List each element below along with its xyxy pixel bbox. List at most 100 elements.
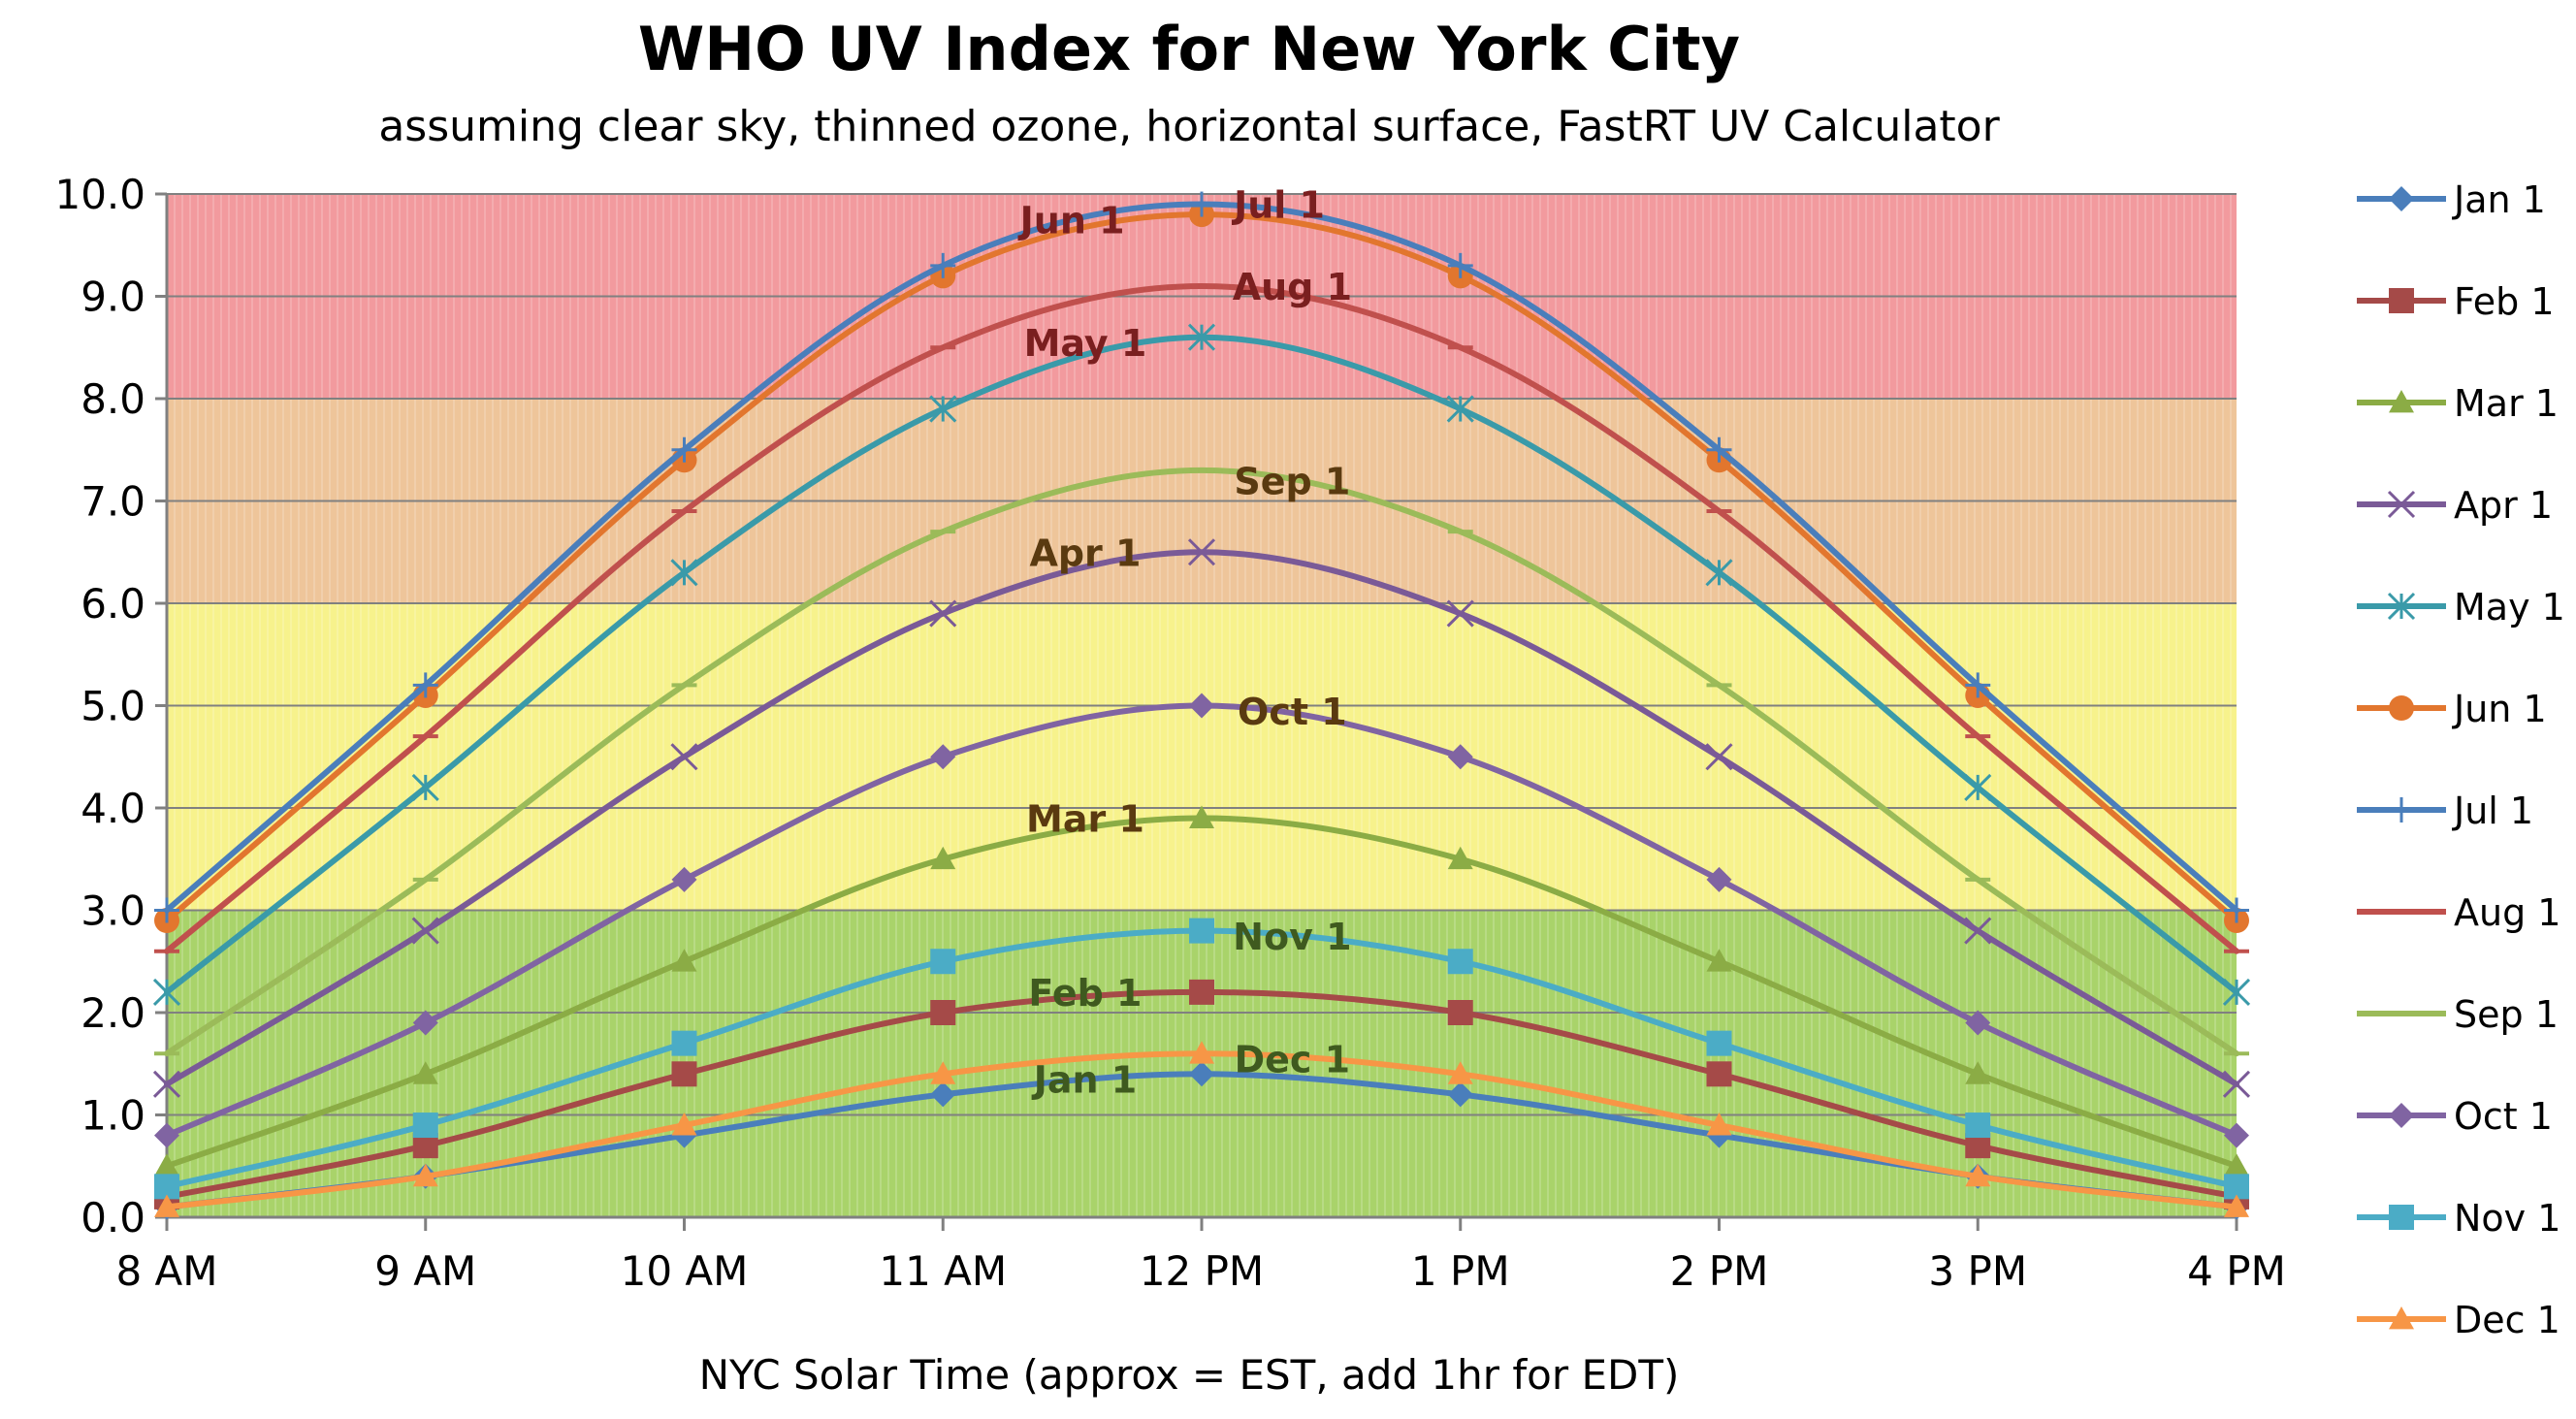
- legend-label: Dec 1: [2454, 1299, 2560, 1341]
- data-point-apr-1: [929, 599, 957, 628]
- legend-entry-sep-1: Sep 1: [2357, 993, 2559, 1036]
- data-point-oct-1: [2224, 1122, 2249, 1148]
- data-point-jul-1: [412, 672, 438, 698]
- x-tick-label: 11 AM: [879, 1247, 1007, 1295]
- data-point-nov-1: [1706, 1030, 1732, 1056]
- legend-label: Jul 1: [2452, 790, 2533, 832]
- data-point-mar-1: [930, 846, 956, 870]
- series-apr-1: [152, 538, 2251, 1098]
- x-tick-label: 8 AM: [115, 1247, 217, 1295]
- legend-entry-jun-1: Jun 1: [2357, 688, 2547, 730]
- data-point-mar-1: [2224, 1153, 2249, 1177]
- annotation-label: Mar 1: [1026, 798, 1144, 841]
- x-tick-labels: 8 AM 9 AM 10 AM 11 AM 12 PM 1 PM 2 PM 3 PM 4 PM: [115, 1247, 2285, 1295]
- legend-entry-nov-1: Nov 1: [2357, 1197, 2560, 1240]
- data-point-oct-1: [1447, 744, 1473, 770]
- legend-label: Nov 1: [2454, 1197, 2560, 1240]
- data-point-mar-1: [1447, 846, 1473, 870]
- annotation-label: Sep 1: [1234, 460, 1350, 502]
- data-point-jul-1: [671, 436, 697, 463]
- y-tick-label: 3.0: [80, 887, 145, 935]
- x-tick-label: 3 PM: [1928, 1247, 2027, 1295]
- data-point-apr-1: [411, 917, 439, 945]
- data-point-may-1: [1705, 559, 1733, 587]
- series-dec-1: [154, 1041, 2249, 1217]
- legend-marker: [2387, 490, 2416, 519]
- y-tick-label: 6.0: [80, 580, 145, 628]
- series-aug-1: [154, 282, 2249, 954]
- data-point-apr-1: [1187, 538, 1216, 566]
- y-tick-label: 4.0: [80, 785, 145, 832]
- y-tick-label: 1.0: [80, 1092, 145, 1140]
- legend-marker: [2389, 390, 2414, 413]
- data-point-mar-1: [1189, 805, 1214, 828]
- annotation-label: Jun 1: [1017, 199, 1125, 242]
- legend-marker: [2389, 1306, 2414, 1330]
- y-tick-label: 0.0: [80, 1194, 145, 1242]
- legend-marker: [2389, 695, 2414, 721]
- legend-marker: [2389, 797, 2414, 822]
- data-point-nov-1: [671, 1030, 697, 1056]
- data-point-dec-1: [1706, 1113, 1732, 1136]
- y-tick-label: 8.0: [80, 375, 145, 423]
- legend-entry-feb-1: Feb 1: [2357, 280, 2555, 323]
- data-point-oct-1: [154, 1122, 179, 1148]
- data-point-feb-1: [671, 1061, 697, 1087]
- data-point-apr-1: [152, 1070, 181, 1098]
- data-point-may-1: [1187, 323, 1216, 351]
- data-point-may-1: [152, 978, 181, 1006]
- legend-marker: [2389, 288, 2414, 313]
- data-point-may-1: [670, 559, 698, 587]
- data-point-nov-1: [1965, 1113, 1991, 1139]
- annotation-label: Dec 1: [1235, 1038, 1351, 1080]
- annotation-layer: Jun 1 Jul 1 Aug 1 May 1 Sep 1 Apr 1 Oct 1 Mar 1…: [1017, 184, 1352, 1102]
- data-point-apr-1: [2222, 1070, 2251, 1098]
- data-point-oct-1: [1706, 866, 1732, 892]
- legend-entry-apr-1: Apr 1: [2357, 484, 2553, 527]
- data-point-feb-1: [1447, 1000, 1473, 1025]
- data-point-dec-1: [412, 1163, 438, 1187]
- data-point-oct-1: [1189, 693, 1214, 719]
- data-point-dec-1: [930, 1061, 956, 1084]
- data-point-may-1: [411, 773, 439, 801]
- data-point-nov-1: [1189, 918, 1214, 944]
- series-mar-1: [154, 805, 2249, 1177]
- legend-label: May 1: [2454, 586, 2565, 629]
- data-point-dec-1: [1189, 1041, 1214, 1064]
- data-point-mar-1: [671, 949, 697, 972]
- data-point-feb-1: [1706, 1061, 1732, 1087]
- series-oct-1: [154, 693, 2249, 1148]
- annotation-label: Nov 1: [1233, 916, 1351, 958]
- legend: Jan 1 Feb 1 Mar 1 Apr 1 May 1 Jun 1 Jul 1 Aug 1…: [2357, 178, 2565, 1341]
- data-point-may-1: [929, 395, 957, 423]
- data-point-jan-1: [1189, 1061, 1214, 1087]
- data-point-apr-1: [1705, 743, 1733, 771]
- data-point-nov-1: [412, 1113, 438, 1139]
- data-point-may-1: [1964, 773, 1992, 801]
- data-point-apr-1: [670, 743, 698, 771]
- legend-entry-oct-1: Oct 1: [2357, 1095, 2553, 1138]
- legend-label: Jun 1: [2452, 688, 2547, 730]
- legend-label: Apr 1: [2454, 484, 2553, 527]
- data-point-apr-1: [1964, 917, 1992, 945]
- legend-entry-jan-1: Jan 1: [2357, 178, 2546, 221]
- legend-label: Jan 1: [2452, 178, 2546, 221]
- series-layer: [152, 191, 2251, 1220]
- uv-risk-bands: [166, 194, 2237, 1217]
- annotation-label: Jan 1: [1031, 1059, 1138, 1102]
- legend-label: Feb 1: [2454, 280, 2555, 323]
- x-tick-label: 4 PM: [2187, 1247, 2286, 1295]
- data-point-jul-1: [1965, 672, 1991, 698]
- annotation-label: May 1: [1024, 322, 1147, 365]
- data-point-feb-1: [1189, 979, 1214, 1005]
- data-point-may-1: [2222, 978, 2251, 1006]
- data-point-oct-1: [1965, 1010, 1991, 1036]
- legend-label: Sep 1: [2454, 993, 2559, 1036]
- data-point-dec-1: [671, 1113, 697, 1136]
- legend-entry-jul-1: Jul 1: [2357, 790, 2533, 832]
- annotation-label: Jul 1: [1231, 184, 1325, 227]
- legend-entry-mar-1: Mar 1: [2357, 382, 2559, 425]
- data-point-oct-1: [412, 1010, 438, 1036]
- annotation-label: Feb 1: [1028, 972, 1142, 1015]
